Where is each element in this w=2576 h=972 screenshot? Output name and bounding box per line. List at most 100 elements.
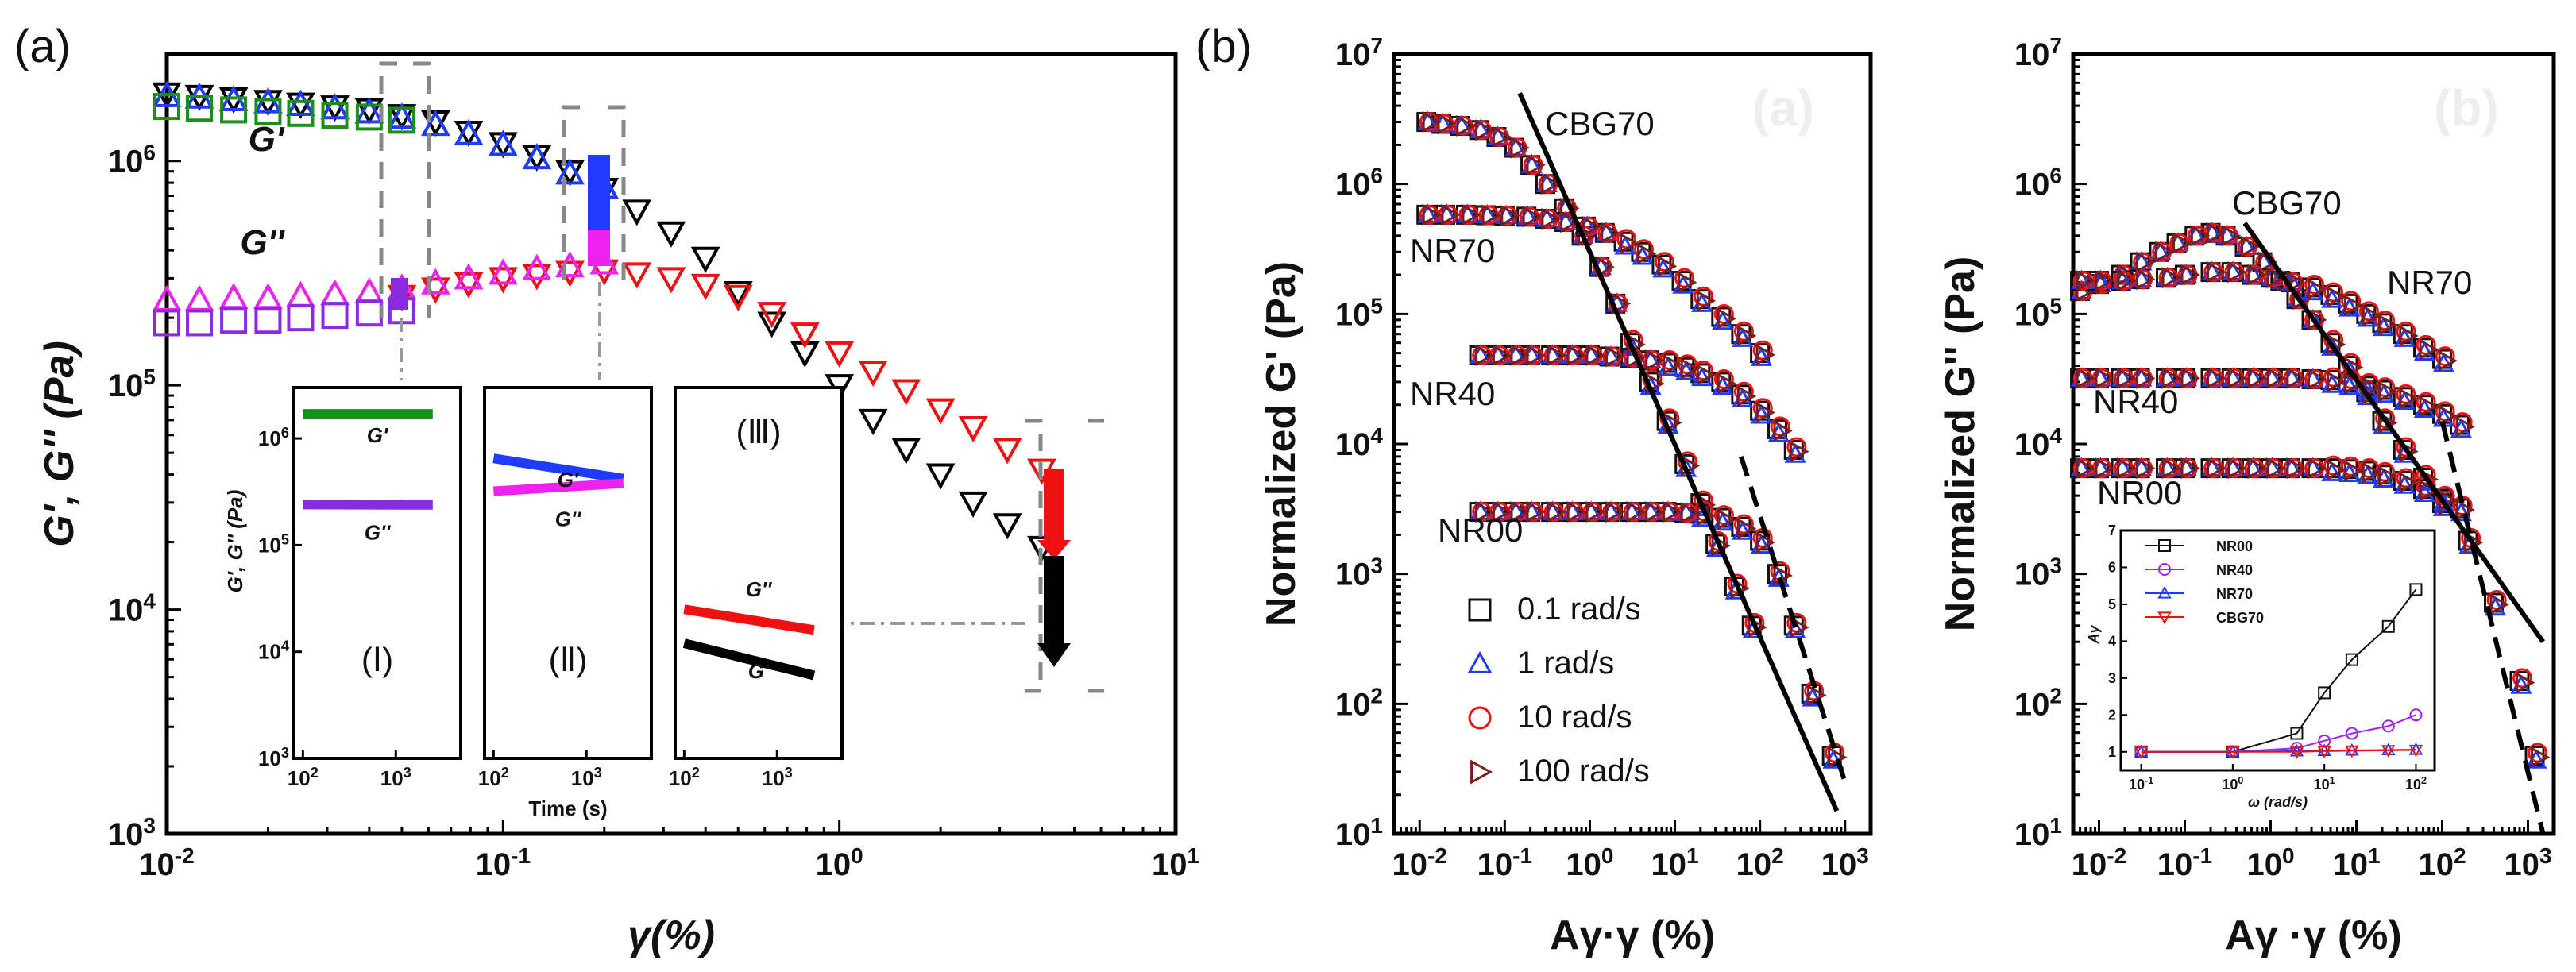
panel-b1-point [1500,205,1520,227]
panel-b2-ytick-label: 103 [2014,553,2062,592]
panel-b2-point [2419,338,2439,361]
panel-a-inset-frame [483,386,653,760]
panel-a-point [355,299,383,327]
panel-a-inset-frame [292,386,462,760]
panel-a-frame [164,52,1178,836]
panel-b1-point [1626,501,1646,523]
panel-b2-point [2222,225,2242,247]
panel-b2-xtick-label: 102 [2418,843,2466,883]
panel-a-point [488,267,518,294]
panel-a-point [454,118,484,145]
panel-a-point [757,302,787,329]
panel-b1-ytick-label: 105 [1335,293,1383,333]
panel-a-point [891,438,921,465]
panel-b2-xtick-label: 101 [2332,843,2380,883]
panel-b1-point [1560,210,1580,233]
panel-b2-inset-point [2381,745,2396,758]
panel-b2-ytick-label: 104 [2014,423,2063,463]
panel-b2-point [2227,457,2247,480]
panel-b1-point [1636,242,1657,264]
panel-a-ylabel: G', G'' (Pa) [37,341,83,547]
panel-a-bar-I [391,278,408,310]
panel-a-inset-label: G'' [746,577,772,601]
panel-a-zoom-box-3 [1025,418,1104,693]
panel-a-xtick-label: 10-1 [476,843,531,883]
panel-b2-inset-legend-label: NR70 [2216,586,2253,602]
panel-b2-point [2419,480,2439,502]
panel-b1-point [1645,349,1665,372]
panel-a-inset-ytick-label: 103 [258,745,289,770]
panel-a-inset-trace [683,604,815,635]
panel-b1-ylabel: Normalized G' (Pa) [1258,261,1304,627]
panel-b2-inset-xtick-label: 10-1 [2129,775,2153,793]
panel-b2-point [2136,367,2156,389]
panel-a-inset-trace [682,638,816,681]
panel-a-point [287,99,315,127]
panel-b1-point [1736,325,1757,347]
panel-a-bar-II-gpp [588,230,610,266]
panel-b2-point [2095,270,2114,292]
panel-a-point [790,322,820,349]
panel-b2-point [2227,261,2247,284]
panel-b2-inset-ytick-label: 2 [2108,707,2116,723]
panel-b1-point [1547,501,1566,523]
panel-b1-legend-marker [1468,706,1492,730]
panel-a-point [891,379,921,406]
panel-a-point [420,110,450,137]
panel-b1-legend-marker [1467,650,1493,673]
panel-b2-point [2095,457,2114,480]
panel-a-inset-roman: (Ⅰ) [361,641,393,678]
panel-b2-point [2247,264,2267,286]
panel-b1-point [1717,307,1737,330]
panel-b2-point [2308,278,2327,300]
panel-a-point [757,311,787,338]
panel-a-inset-frame [674,386,844,760]
panel-a-point [555,260,585,287]
panel-b2-point [2489,593,2509,615]
panel-b1: 10-2 10-1 100 101 102 103 101 102 103 104 105 106 10… [1195,21,1873,958]
panel-a-inset-xtick-label: 102 [288,765,319,790]
panel-a-point [555,250,585,278]
panel-a-ytick-label: 106 [108,140,156,179]
panel-a-ytick-label: 104 [108,588,156,628]
panel-b1-point [1696,290,1717,312]
panel-b1-point [1717,372,1737,395]
panel-a-inset-xtick-label: 103 [380,765,411,790]
panel-b1-point [1475,344,1495,367]
panel-a-point [153,309,180,337]
panel-b1-point [1566,501,1587,523]
panel-b2-point [2247,457,2267,480]
panel-b2-point [2136,268,2156,291]
panel-b2-point [2266,457,2286,480]
panel-a-point [723,280,753,308]
panel-b2-point [2419,395,2439,418]
panel-a-point [555,160,585,187]
panel-b1-point [1663,353,1682,376]
panel-a-point [925,463,956,490]
panel-a-point [354,276,384,303]
panel-b1-point [1585,501,1605,523]
panel-b2-point [2161,457,2181,480]
panel-b2-sample [2070,260,2458,372]
panel-b1-point [1510,344,1530,367]
panel-a-point [220,96,248,124]
panel-b2-xtick-label: 10-2 [2072,843,2126,883]
panel-b1-point [1680,502,1701,524]
panel-b1-point [1547,344,1566,367]
panel-b2-inset-point [2289,743,2304,757]
panel-b1-point [1755,344,1776,366]
panel-b2-inset-legend-marker [2158,539,2171,552]
panel-b2-point [2190,225,2211,247]
panel-b2-inset-ytick-label: 5 [2108,596,2116,612]
panel-a-point [992,513,1022,540]
panel-a-point [253,283,283,310]
panel-b2-watermark: (b) [2434,79,2499,137]
panel-a-point [388,106,415,134]
panel-b1-point [1605,501,1625,523]
panel-b2-point [2207,457,2226,480]
panel-b1-legend-marker [1468,598,1492,622]
panel-b1-point [1510,501,1530,523]
panel-b2-sample-label: CBG70 [2232,184,2342,222]
panel-b2-point [2117,367,2137,389]
